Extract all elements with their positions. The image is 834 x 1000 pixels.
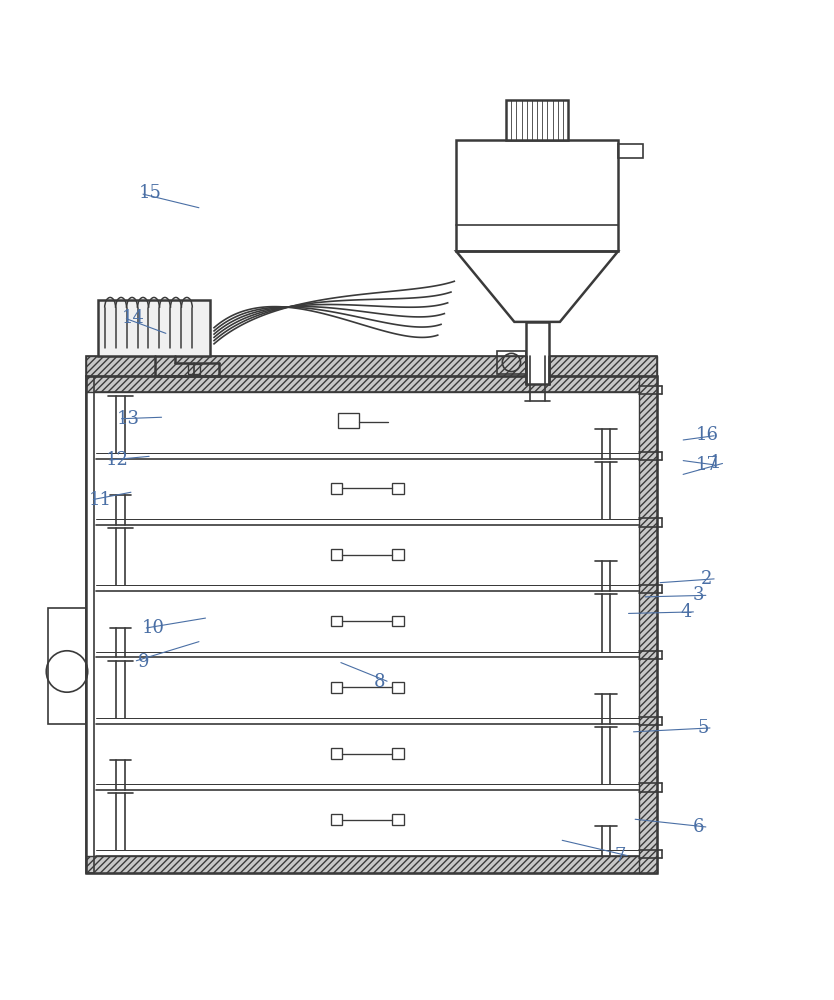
Text: 10: 10: [142, 619, 165, 637]
Bar: [86, 356, 657, 376]
Bar: [331, 748, 343, 759]
Bar: [392, 483, 404, 494]
Bar: [639, 376, 657, 873]
Bar: [331, 549, 343, 560]
Text: 8: 8: [374, 673, 385, 691]
Bar: [525, 322, 549, 384]
Text: 15: 15: [138, 184, 162, 202]
Bar: [392, 748, 404, 759]
Bar: [456, 140, 618, 251]
Bar: [392, 616, 404, 626]
Text: 2: 2: [701, 570, 712, 588]
Text: 1: 1: [710, 454, 721, 472]
Text: 5: 5: [697, 719, 709, 737]
Text: 6: 6: [693, 818, 705, 836]
Bar: [86, 376, 657, 392]
Bar: [86, 356, 657, 376]
Text: 4: 4: [681, 603, 692, 621]
Bar: [188, 364, 200, 374]
Text: 7: 7: [615, 847, 626, 865]
Bar: [392, 549, 404, 560]
Bar: [331, 682, 343, 693]
Text: 11: 11: [89, 491, 112, 509]
Bar: [339, 413, 359, 428]
Text: 12: 12: [106, 451, 128, 469]
Bar: [86, 376, 94, 873]
Bar: [331, 814, 343, 825]
Text: 3: 3: [693, 586, 705, 604]
Text: 14: 14: [123, 309, 145, 327]
Bar: [331, 616, 343, 626]
Bar: [497, 351, 525, 374]
Bar: [86, 376, 657, 873]
Bar: [48, 608, 86, 724]
Text: 17: 17: [696, 456, 718, 474]
Text: 13: 13: [118, 410, 140, 428]
Bar: [331, 483, 343, 494]
Bar: [506, 100, 568, 140]
Bar: [392, 814, 404, 825]
Text: 9: 9: [138, 653, 149, 671]
Bar: [392, 682, 404, 693]
Bar: [86, 856, 657, 873]
Text: 16: 16: [696, 426, 718, 444]
Bar: [98, 300, 210, 356]
